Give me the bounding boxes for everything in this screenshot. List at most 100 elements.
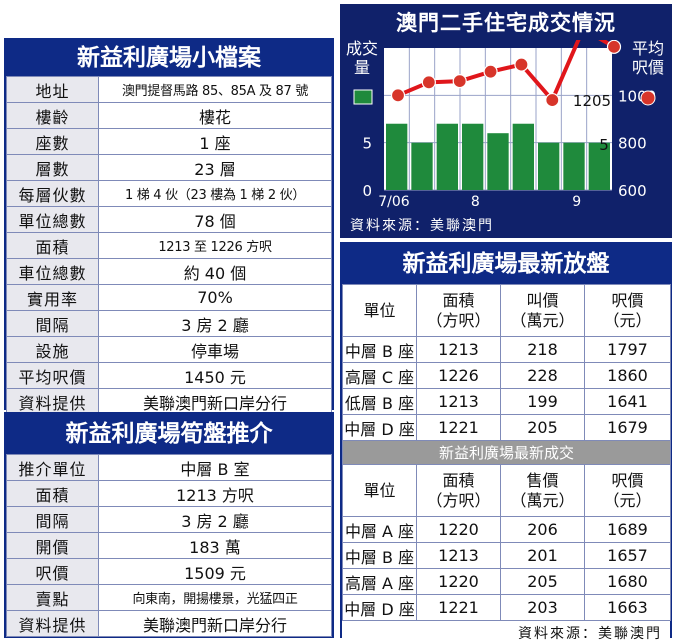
profile-label: 地址 [6, 76, 99, 103]
profile-value: 3 房 2 廳 [98, 310, 332, 337]
table-cell: 中層 D 座 [342, 594, 417, 621]
column-header: 呎價 （元） [584, 464, 671, 517]
profile-value: 70% [98, 284, 332, 311]
profile-value: 23 層 [98, 154, 332, 181]
profile-label: 平均呎價 [6, 362, 99, 389]
recommend-row: 資料提供 美聯澳門新口岸分行 [6, 610, 332, 637]
transaction-row: 中層 A 座 1220 206 1689 [342, 516, 671, 543]
profile-panel: 新益利廣場小檔案 地址 澳門提督馬路 85、85A 及 87 號樓齡 樓花 座數 1 座… [4, 38, 334, 415]
table-cell: 高層 C 座 [342, 362, 417, 389]
price-callout: 1205 [573, 92, 611, 110]
column-header: 面積 （方呎） [416, 464, 501, 517]
profile-row: 設施 停車場 [6, 336, 332, 363]
recommend-label: 間隔 [6, 506, 99, 533]
price-legend-marker [640, 90, 656, 106]
listing-row: 低層 B 座 1213 199 1641 [342, 388, 671, 415]
price-point [514, 57, 529, 72]
price-point [483, 64, 498, 79]
profile-value: 1213 至 1226 方呎 [98, 232, 332, 259]
recommend-table: 推介單位 中層 B 室面積 1213 方呎 間隔 3 房 2 廳開價 183 萬呎價 150… [6, 454, 332, 637]
recommend-row: 呎價 1509 元 [6, 558, 332, 585]
volume-bar [563, 142, 585, 190]
recommend-value: 美聯澳門新口岸分行 [98, 610, 332, 637]
listing-row: 中層 D 座 1221 205 1679 [342, 414, 671, 441]
profile-label: 樓齡 [6, 102, 99, 129]
column-header: 叫價 （萬元） [500, 284, 585, 337]
x-tick-label: 8 [471, 194, 480, 210]
table-cell: 1213 [416, 336, 501, 363]
profile-label: 間隔 [6, 310, 99, 337]
recommend-value: 3 房 2 廳 [98, 506, 332, 533]
profile-value: 約 40 個 [98, 258, 332, 285]
profile-value: 1 梯 4 伙（23 樓為 1 梯 2 伙） [98, 180, 332, 207]
transaction-row: 中層 D 座 1221 203 1663 [342, 594, 671, 621]
right-axis-title: 平均 [632, 40, 664, 58]
profile-value: 停車場 [98, 336, 332, 363]
listing-panel: 新益利廣場最新放盤 單位 面積 （方呎） 叫價 （萬元） 呎價 （元） 中層 B 座 1213 2… [340, 242, 672, 641]
profile-value: 澳門提督馬路 85、85A 及 87 號 [98, 76, 332, 103]
recommend-title: 新益利廣場筍盤推介 [65, 421, 273, 447]
profile-label: 設施 [6, 336, 99, 363]
listing-header-row: 單位 面積 （方呎） 叫價 （萬元） 呎價 （元） [342, 284, 671, 337]
column-header: 呎價 （元） [584, 284, 671, 337]
left-axis-title: 量 [354, 58, 370, 77]
profile-row: 間隔 3 房 2 廳 [6, 310, 332, 337]
table-cell: 1657 [584, 542, 671, 569]
profile-row: 車位總數約 40 個 [6, 258, 332, 285]
profile-label: 實用率 [6, 284, 99, 311]
table-cell: 中層 B 座 [342, 542, 417, 569]
profile-title: 新益利廣場小檔案 [77, 45, 261, 71]
volume-bar [462, 123, 484, 190]
recommend-value: 1509 元 [98, 558, 332, 585]
table-cell: 中層 B 座 [342, 336, 417, 363]
left-tick-label: 5 [362, 135, 372, 153]
profile-value: 美聯澳門新口岸分行 [98, 388, 332, 415]
transaction-row: 中層 B 座 1213 201 1657 [342, 542, 671, 569]
recommend-label: 資料提供 [6, 610, 99, 637]
right-tick-label: 800 [618, 135, 647, 153]
recommend-value: 1213 方呎 [98, 480, 332, 507]
transactions-header-row: 單位 面積 （方呎） 售價 （萬元） 呎價 （元） [342, 464, 671, 517]
price-point [421, 75, 436, 90]
table-cell: 1213 [416, 542, 501, 569]
table-cell: 高層 A 座 [342, 568, 417, 595]
table-cell: 1680 [584, 568, 671, 595]
price-point [390, 88, 406, 103]
volume-bar [512, 123, 534, 190]
table-cell: 218 [500, 336, 585, 363]
price-point [606, 40, 622, 54]
profile-row: 樓齡 樓花 [6, 102, 332, 129]
profile-row: 實用率 70% [6, 284, 332, 311]
left-axis-title: 成交 [346, 40, 378, 58]
volume-bar [487, 133, 509, 190]
listing-row: 高層 C 座 1226 228 1860 [342, 362, 671, 389]
chart-canvas: 12055051060080010007/0689成交量平均呎價資料來源：美聯澳… [346, 40, 664, 234]
listing-source: 資料來源：美聯澳門 [342, 621, 670, 641]
table-cell: 1679 [584, 414, 671, 441]
profile-row: 層數 23 層 [6, 154, 332, 181]
volume-bar [588, 142, 610, 190]
table-cell: 1797 [584, 336, 671, 363]
profile-row: 地址 澳門提督馬路 85、85A 及 87 號 [6, 76, 332, 103]
price-point [545, 92, 560, 108]
table-cell: 1226 [416, 362, 501, 389]
table-cell: 228 [500, 362, 585, 389]
profile-value: 1 座 [98, 128, 332, 155]
profile-label: 層數 [6, 154, 99, 181]
column-header: 面積 （方呎） [416, 284, 501, 337]
listing-title: 新益利廣場最新放盤 [402, 251, 610, 277]
recommend-row: 面積 1213 方呎 [6, 480, 332, 507]
table-cell: 中層 D 座 [342, 414, 417, 441]
recommend-label: 呎價 [6, 558, 99, 585]
table-cell: 1689 [584, 516, 671, 543]
recommend-row: 賣點 向東南，開揚樓景，光猛四正 [6, 584, 332, 611]
chart-panel: 澳門二手住宅成交情況 12055051060080010007/0689成交量平… [340, 4, 672, 238]
profile-row: 平均呎價 1450 元 [6, 362, 332, 389]
table-cell: 中層 A 座 [342, 516, 417, 543]
profile-label: 資料提供 [6, 388, 99, 415]
x-tick-label: 9 [572, 194, 581, 210]
right-axis-title: 呎價 [632, 58, 664, 77]
transactions-section-title: 新益利廣場最新成交 [342, 440, 671, 465]
column-header: 單位 [342, 464, 417, 517]
table-cell: 205 [500, 568, 585, 595]
